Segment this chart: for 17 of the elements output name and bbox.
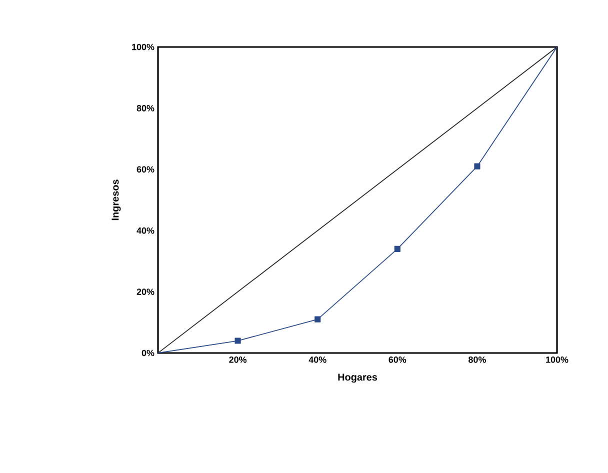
- x-tick-label: 100%: [546, 356, 568, 363]
- y-tick-label: 0%: [142, 350, 154, 356]
- point: [234, 338, 241, 344]
- y-tick-label: 40%: [136, 227, 154, 234]
- point: [314, 316, 321, 322]
- x-tick-label: 20%: [229, 356, 247, 363]
- y-tick-label: 100%: [132, 44, 154, 50]
- y-axis-title: Ingresos: [112, 180, 121, 220]
- x-tick-label: 60%: [388, 356, 406, 363]
- x-tick-label: 80%: [468, 356, 486, 363]
- x-axis-title: Hogares: [338, 374, 378, 383]
- point: [394, 246, 400, 252]
- x-tick-label: 40%: [308, 356, 326, 363]
- y-tick-label: 80%: [136, 105, 154, 112]
- y-tick-label: 20%: [136, 288, 154, 295]
- point: [474, 163, 480, 170]
- y-tick-label: 60%: [136, 166, 154, 173]
